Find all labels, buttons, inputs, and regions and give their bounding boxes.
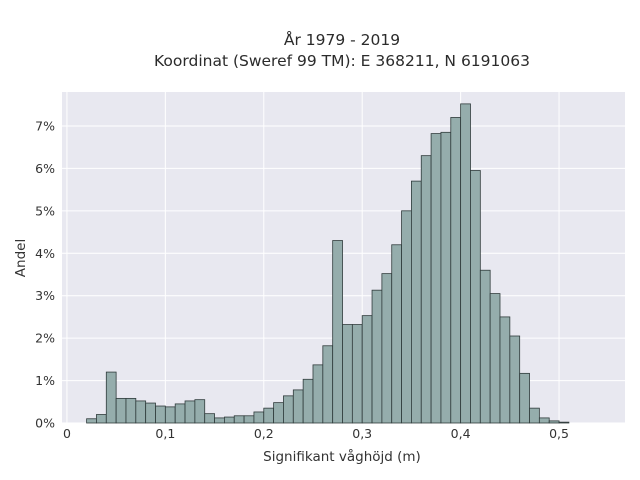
y-tick-label: 3%	[35, 288, 55, 303]
histogram-bar	[519, 372, 530, 424]
chart-title-line-2: Koordinat (Sweref 99 TM): E 368211, N 61…	[154, 52, 530, 70]
y-axis-ticks: 0% 1% 2% 3% 4% 5% 6% 7%	[35, 118, 55, 430]
histogram-bar	[96, 414, 107, 424]
histogram-bar	[174, 403, 186, 424]
histogram-bar	[381, 273, 393, 424]
y-tick-label: 2%	[35, 331, 55, 346]
histogram-bar	[224, 416, 235, 424]
histogram-bar	[273, 402, 284, 424]
histogram-bar	[312, 364, 324, 424]
y-tick-label: 1%	[35, 373, 55, 388]
histogram-bar	[214, 417, 225, 424]
histogram-bar	[105, 371, 117, 424]
histogram-bar	[164, 406, 176, 424]
histogram-bar	[145, 402, 156, 424]
histogram-bar	[361, 315, 373, 424]
histogram-bar	[184, 400, 196, 424]
chart-title-line-1: År 1979 - 2019	[284, 30, 400, 49]
histogram-bar	[401, 210, 412, 424]
histogram-bar	[342, 324, 353, 424]
histogram-bar	[450, 117, 462, 424]
bars	[86, 103, 570, 424]
histogram-bar	[499, 316, 511, 424]
x-axis-label: Signifikant våghöjd (m)	[263, 448, 421, 465]
histogram-bar	[135, 400, 147, 424]
grid-lines	[62, 92, 625, 424]
histogram-bar	[440, 131, 452, 424]
x-tick-label: 0,3	[352, 426, 372, 441]
histogram-bar	[302, 378, 314, 424]
histogram-bar	[420, 155, 432, 424]
histogram-bar	[548, 420, 560, 424]
y-tick-label: 4%	[35, 246, 55, 261]
x-tick-label: 0,1	[155, 426, 175, 441]
histogram-bar	[489, 293, 501, 424]
histogram-bar	[86, 418, 97, 424]
histogram-bar	[430, 133, 442, 424]
x-tick-label: 0	[63, 426, 71, 441]
histogram-bar	[115, 397, 127, 424]
y-tick-label: 5%	[35, 203, 55, 218]
histogram-bar	[470, 170, 481, 424]
histogram-bar	[204, 413, 215, 424]
histogram-bar	[558, 421, 570, 424]
histogram-bar	[529, 407, 540, 424]
y-tick-label: 6%	[35, 161, 55, 176]
histogram-bar	[194, 399, 206, 424]
histogram-bar	[538, 417, 550, 424]
histogram-bar	[155, 405, 166, 424]
histogram-bar	[460, 103, 471, 424]
x-axis-ticks: 0 0,1 0,2 0,3 0,4 0,5	[63, 426, 569, 441]
y-tick-label: 0%	[35, 416, 55, 431]
histogram-bar	[253, 411, 265, 424]
histogram-bar	[243, 415, 255, 424]
histogram-bar	[283, 395, 294, 424]
x-tick-label: 0,2	[254, 426, 274, 441]
x-tick-label: 0,4	[451, 426, 471, 441]
histogram-bar	[322, 345, 334, 424]
histogram-bar	[391, 244, 402, 424]
histogram-bar	[332, 240, 343, 424]
histogram-bar	[479, 269, 491, 424]
histogram-bar	[351, 324, 363, 424]
y-tick-label: 7%	[35, 118, 55, 133]
histogram-bar	[125, 397, 137, 424]
histogram-bar	[509, 335, 521, 424]
histogram-bar	[233, 415, 245, 424]
histogram-bar	[263, 407, 275, 424]
histogram-bar	[371, 289, 383, 424]
x-tick-label: 0,5	[549, 426, 569, 441]
histogram-bar	[411, 180, 422, 424]
histogram-bar	[292, 389, 304, 424]
y-axis-label: Andel	[13, 239, 29, 277]
